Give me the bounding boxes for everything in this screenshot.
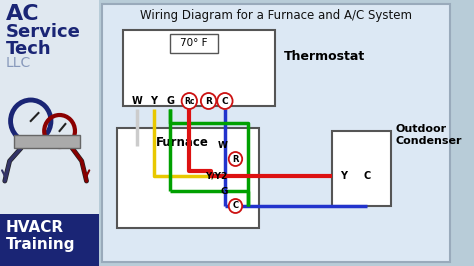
Text: G: G: [220, 186, 228, 196]
Circle shape: [229, 152, 242, 166]
Circle shape: [201, 93, 216, 109]
Text: C: C: [364, 171, 371, 181]
Text: R: R: [232, 155, 239, 164]
Text: R: R: [205, 97, 212, 106]
Text: Training: Training: [6, 237, 75, 252]
Text: Outdoor
Condenser: Outdoor Condenser: [396, 124, 463, 146]
FancyBboxPatch shape: [123, 30, 275, 106]
Text: Y/Y2: Y/Y2: [206, 172, 228, 181]
Text: AC: AC: [6, 4, 39, 24]
FancyBboxPatch shape: [0, 214, 99, 266]
FancyBboxPatch shape: [0, 0, 99, 266]
Text: Wiring Diagram for a Furnace and A/C System: Wiring Diagram for a Furnace and A/C Sys…: [140, 9, 412, 22]
FancyBboxPatch shape: [332, 131, 391, 206]
FancyBboxPatch shape: [102, 4, 450, 262]
Circle shape: [229, 199, 242, 213]
Text: Tech: Tech: [6, 40, 51, 58]
Text: Y: Y: [150, 96, 157, 106]
Text: W: W: [218, 142, 228, 151]
Text: Y: Y: [339, 171, 346, 181]
Text: G: G: [166, 96, 174, 106]
Text: 70° F: 70° F: [181, 39, 208, 48]
Text: Service: Service: [6, 23, 81, 41]
Text: HVACR: HVACR: [6, 220, 64, 235]
Text: LLC: LLC: [6, 56, 31, 70]
Circle shape: [182, 93, 197, 109]
Text: C: C: [221, 97, 228, 106]
Circle shape: [217, 93, 233, 109]
FancyBboxPatch shape: [14, 135, 80, 148]
Text: Furnace: Furnace: [155, 136, 209, 149]
FancyBboxPatch shape: [170, 34, 218, 53]
FancyBboxPatch shape: [117, 128, 259, 228]
Text: Thermostat: Thermostat: [283, 49, 365, 63]
Text: W: W: [132, 96, 143, 106]
Text: Rc: Rc: [184, 97, 195, 106]
Text: C: C: [232, 202, 238, 210]
